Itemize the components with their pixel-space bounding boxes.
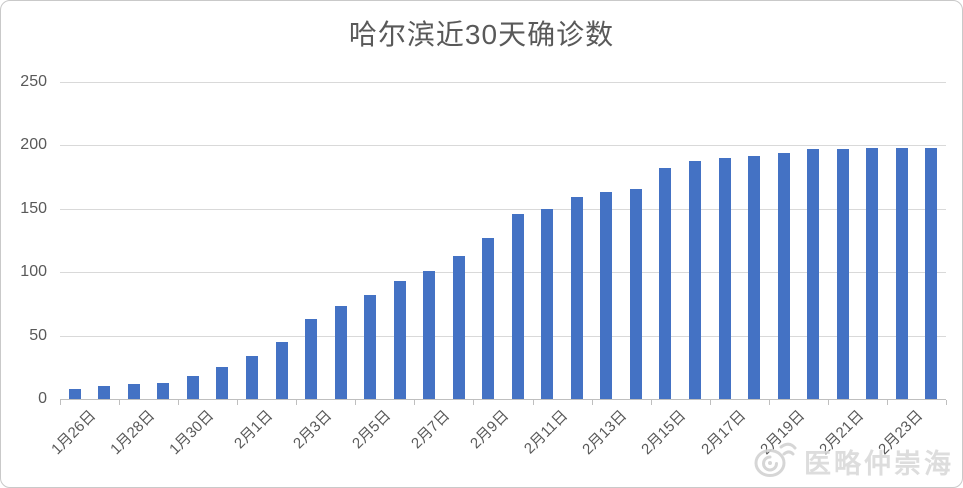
x-axis-label: 1月28日	[107, 407, 158, 459]
x-axis-tick	[60, 400, 61, 405]
bar-2月17日	[718, 158, 731, 399]
x-axis-tick	[591, 400, 593, 405]
gridline-150	[60, 208, 946, 210]
y-axis-label: 200	[20, 136, 47, 154]
x-axis-tick	[414, 400, 416, 405]
x-axis-tick	[237, 400, 239, 405]
y-axis-label: 100	[20, 263, 47, 281]
y-axis-label: 0	[38, 390, 47, 407]
bar-2月3日	[305, 319, 318, 399]
x-axis-label: 2月17日	[697, 407, 749, 459]
bar-2月4日	[334, 306, 347, 399]
bar-2月21日	[836, 149, 849, 399]
bar-2月10日	[511, 213, 524, 399]
weibo-icon	[752, 438, 798, 485]
x-axis-label: 2月9日	[467, 407, 513, 453]
bar-1月27日	[98, 386, 111, 399]
gridline-250	[60, 82, 946, 83]
bar-2月24日	[925, 147, 938, 399]
bar-1月28日	[127, 383, 140, 399]
chart-title: 哈尔滨近30天确诊数	[348, 19, 615, 50]
bar-2月13日	[600, 192, 613, 399]
x-axis-label: 2月11日	[521, 407, 572, 458]
watermark: 医略仲崇海	[752, 438, 954, 485]
bar-2月18日	[748, 155, 761, 399]
x-axis-tick	[473, 400, 475, 405]
gridline-50	[60, 335, 946, 337]
bar-2月7日	[423, 270, 436, 399]
watermark-text: 医略仲崇海	[804, 449, 954, 479]
bar-2月1日	[245, 355, 258, 399]
bar-2月12日	[570, 197, 583, 399]
bar-2月2日	[275, 341, 288, 399]
x-axis-tick	[768, 400, 770, 405]
x-axis-tick	[296, 400, 298, 405]
bar-2月16日	[688, 160, 701, 399]
bar-2月11日	[541, 208, 554, 399]
x-axis-label: 1月30日	[166, 407, 218, 459]
bar-1月29日	[157, 382, 170, 399]
bar-2月9日	[482, 237, 495, 399]
bar-2月20日	[807, 149, 820, 399]
x-axis-tick	[178, 400, 180, 405]
x-axis-tick	[946, 400, 947, 405]
x-axis-label: 2月1日	[231, 407, 277, 453]
bar-2月19日	[777, 153, 790, 399]
x-axis-tick	[650, 400, 652, 405]
bar-1月31日	[216, 367, 229, 399]
x-axis-tick	[355, 400, 357, 405]
x-axis-label: 2月13日	[579, 407, 631, 459]
bar-1月30日	[186, 376, 199, 399]
x-axis-label: 2月7日	[408, 407, 454, 453]
x-axis-label: 1月26日	[47, 407, 99, 459]
bar-2月5日	[364, 295, 377, 399]
x-axis-tick	[119, 400, 121, 405]
gridline-200	[60, 145, 946, 147]
x-axis-tick	[709, 400, 711, 405]
x-axis-tick	[886, 400, 888, 405]
bar-2月15日	[659, 168, 672, 399]
bar-2月8日	[452, 255, 465, 399]
bar-2月22日	[866, 147, 879, 399]
x-axis-line	[60, 399, 946, 400]
x-axis-label: 2月5日	[349, 407, 395, 453]
bar-1月26日	[68, 388, 81, 399]
bar-2月14日	[629, 188, 642, 399]
x-axis-label: 2月15日	[638, 407, 690, 459]
y-axis-label: 250	[20, 73, 47, 90]
gridline-100	[60, 272, 946, 274]
x-axis-tick	[827, 400, 829, 405]
x-axis-label: 2月3日	[290, 407, 336, 453]
bar-2月6日	[393, 281, 406, 399]
bar-2月23日	[895, 147, 908, 399]
y-axis-label: 150	[20, 199, 47, 217]
x-axis-tick	[532, 400, 534, 405]
y-axis-label: 50	[29, 326, 47, 344]
